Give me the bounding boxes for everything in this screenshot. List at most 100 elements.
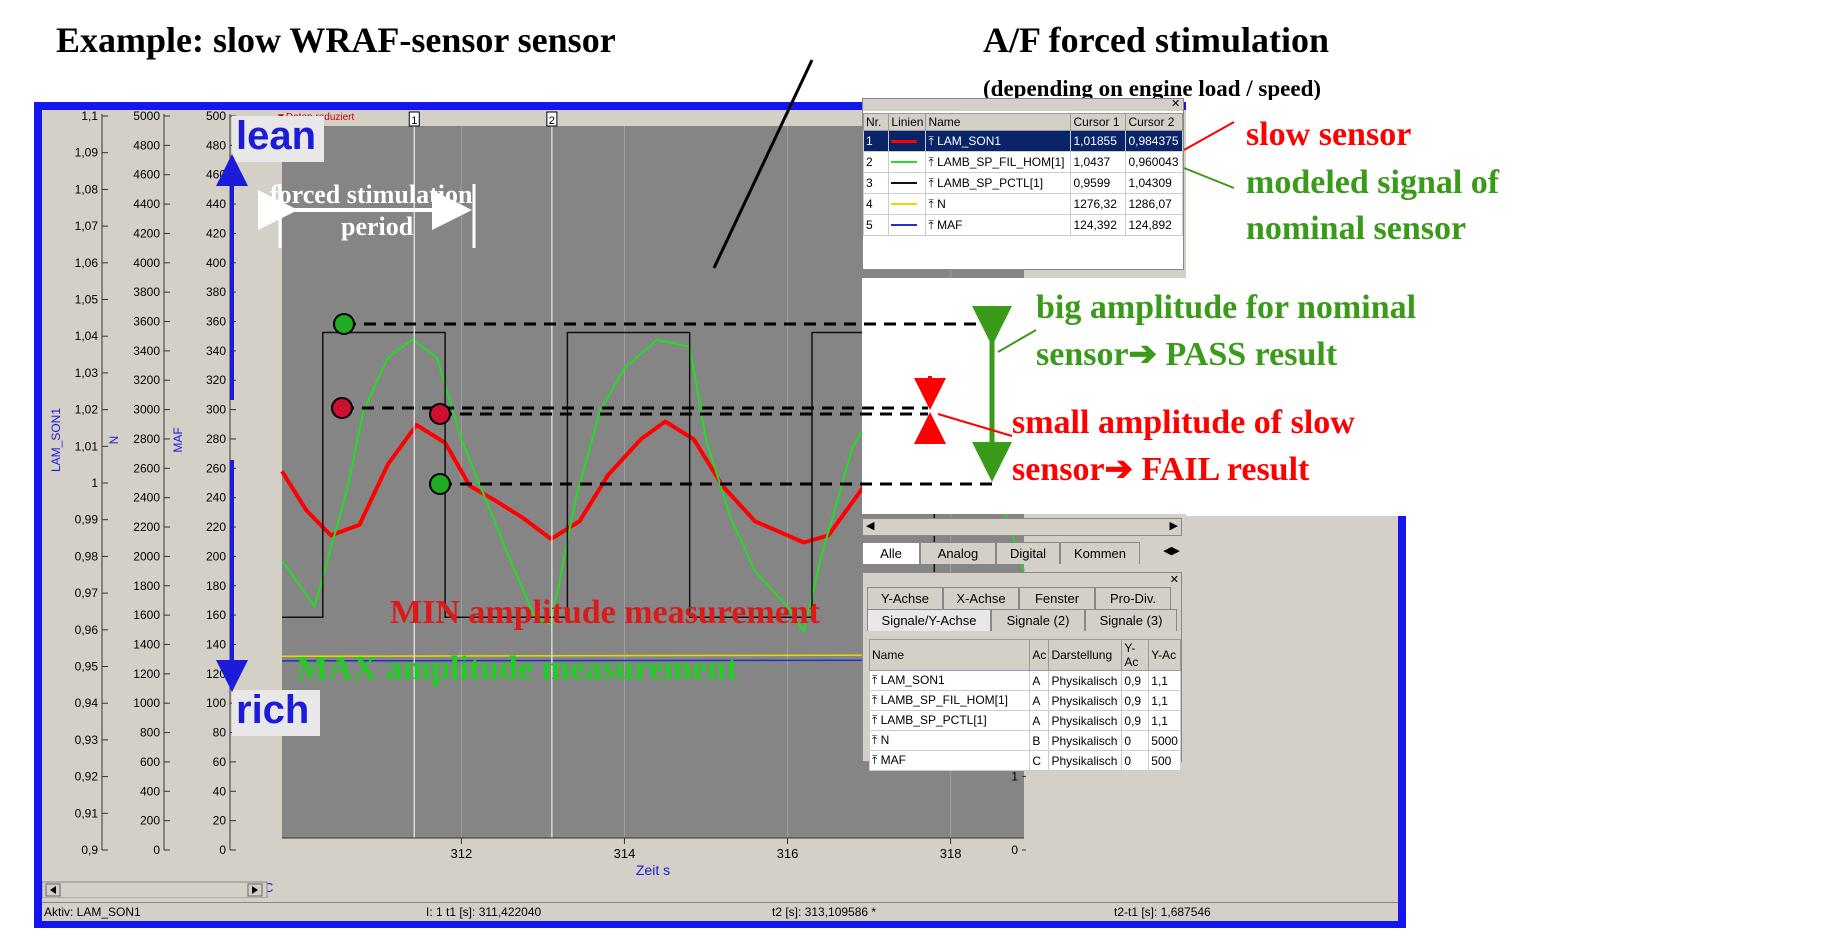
- axis-name: MAF: [171, 427, 185, 452]
- props-col-name[interactable]: Name: [868, 639, 1031, 671]
- signal-row[interactable]: 5 ⤒ MAF 124,392 124,892: [862, 214, 1183, 236]
- col-linien[interactable]: Linien: [888, 113, 927, 131]
- signal-cursor2-value: 0,960043: [1125, 151, 1183, 173]
- props-darstellung: Physikalisch: [1048, 710, 1123, 731]
- axis-tick-label: 2000: [133, 549, 160, 563]
- lean-label-text: lean: [236, 114, 317, 158]
- props-tab-signale-3-[interactable]: Signale (3): [1085, 609, 1177, 631]
- props-tab-x-achse[interactable]: X-Achse: [943, 587, 1019, 609]
- props-col-yac1[interactable]: Y-Ac: [1121, 639, 1150, 671]
- signal-tab-alle[interactable]: Alle: [862, 542, 920, 564]
- props-row[interactable]: ⤒ MAF C Physikalisch 0 500: [868, 750, 1181, 771]
- col-name[interactable]: Name: [925, 113, 1072, 131]
- props-header: Name Ac Darstellung Y-Ac Y-Ac: [868, 639, 1181, 671]
- close-icon[interactable]: ✕: [1169, 574, 1179, 586]
- col-nr[interactable]: Nr.: [862, 113, 890, 131]
- props-ymin: 0,9: [1121, 710, 1150, 731]
- props-row[interactable]: ⤒ N B Physikalisch 0 5000: [868, 730, 1181, 751]
- props-col-yac2[interactable]: Y-Ac: [1148, 639, 1181, 671]
- axis-tick-label: 1800: [133, 579, 160, 593]
- signal-line-swatch: [888, 193, 927, 215]
- tab-scroll-icon[interactable]: ◀▶: [1163, 545, 1180, 557]
- signal-nr: 5: [862, 214, 890, 236]
- props-tab-y-achse[interactable]: Y-Achse: [867, 587, 943, 609]
- scroll-right-icon[interactable]: ▶: [1169, 520, 1178, 532]
- col-cursor1[interactable]: Cursor 1: [1070, 113, 1127, 131]
- signal-tab-digital[interactable]: Digital: [996, 542, 1060, 564]
- y-axis-lam-son1: 1,1 1,09 1,08 1,07 1,06 1,05 1,04 1,03 1,02 1,01 1…: [49, 110, 108, 857]
- signal-line-swatch: [888, 151, 927, 173]
- properties-tabs-bottom: Signale/Y-Achse Signale (2) Signale (3): [867, 609, 1177, 631]
- axis-tick-label: 800: [140, 726, 160, 740]
- props-axis: A: [1029, 710, 1050, 731]
- y-axis-n: 5000480046004400420040003800360034003200…: [107, 110, 170, 857]
- props-name: ⤒ LAM_SON1: [868, 670, 1031, 691]
- props-row[interactable]: ⤒ LAMB_SP_FIL_HOM[1] A Physikalisch 0,9 1,1: [868, 690, 1181, 711]
- props-tab-pro-div-[interactable]: Pro-Div.: [1095, 587, 1171, 609]
- axis-tick-label: 400: [140, 784, 160, 798]
- signal-nr: 2: [862, 151, 890, 173]
- axis-tick-label: 220: [206, 520, 226, 534]
- axis-tick-label: 3600: [133, 315, 160, 329]
- axis-tick-label: 600: [140, 755, 160, 769]
- props-darstellung: Physikalisch: [1048, 690, 1123, 711]
- props-ymin: 0,9: [1121, 670, 1150, 691]
- signal-row[interactable]: 4 ⤒ N 1276,32 1286,07: [862, 193, 1183, 215]
- x-tick-label: 318: [940, 846, 962, 861]
- col-cursor2[interactable]: Cursor 2: [1125, 113, 1183, 131]
- signal-tab-kommen[interactable]: Kommen: [1060, 542, 1140, 564]
- axis-tick-label: 40: [213, 784, 227, 798]
- af-title: A/F forced stimulation: [983, 20, 1329, 60]
- signal-row[interactable]: 3 ⤒ LAMB_SP_PCTL[1] 0,9599 1,04309: [862, 172, 1183, 194]
- arrow-right-icon: [252, 886, 258, 894]
- nominal-sensor-label: nominal sensor: [1246, 210, 1467, 247]
- axis-tick-label: 60: [213, 755, 227, 769]
- line-swatch: [891, 182, 918, 184]
- scroll-left-icon[interactable]: ◀: [866, 520, 875, 532]
- signal-tab-analog[interactable]: Analog: [920, 542, 996, 564]
- props-row[interactable]: ⤒ LAMB_SP_PCTL[1] A Physikalisch 0,9 1,1: [868, 710, 1181, 731]
- status-bar: Aktiv: LAM_SON1 I: 1 t1 [s]: 311,422040 …: [42, 902, 1398, 921]
- props-ymin: 0,9: [1121, 690, 1150, 711]
- axis-tick-label: 140: [206, 637, 226, 651]
- signal-row[interactable]: 2 ⤒ LAMB_SP_FIL_HOM[1] 1,0437 0,960043: [862, 151, 1183, 173]
- props-tab-fenster[interactable]: Fenster: [1019, 587, 1095, 609]
- y-axes-area: [42, 120, 282, 860]
- props-tab-signale-2-[interactable]: Signale (2): [991, 609, 1085, 631]
- props-ymin: 0: [1121, 730, 1150, 751]
- arrow-left-icon: [50, 886, 56, 894]
- axis-tick-label: 200: [206, 549, 226, 563]
- axis-tick-label: 0,93: [75, 733, 99, 747]
- x-axis-label: Zeit s: [636, 862, 670, 878]
- props-row[interactable]: ⤒ LAM_SON1 A Physikalisch 0,9 1,1: [868, 670, 1181, 691]
- cursor-label-1: 1: [411, 115, 417, 127]
- axis-tick-label: 2200: [133, 520, 160, 534]
- axis-selector-c[interactable]: C: [264, 880, 273, 895]
- axis-tick-label: 0,91: [75, 806, 99, 820]
- axes-scrollbar[interactable]: [42, 881, 268, 898]
- axis-tick-label: 240: [206, 491, 226, 505]
- props-col-darstellung[interactable]: Darstellung: [1048, 639, 1123, 671]
- axis-tick-label: 0,9: [81, 843, 98, 857]
- axis-tick-label: 2600: [133, 461, 160, 475]
- signal-name: ⤒ LAMB_SP_PCTL[1]: [925, 172, 1072, 194]
- axis-tick-label: 3000: [133, 403, 160, 417]
- signal-nr: 1: [862, 130, 890, 152]
- axis-tick-label: 480: [206, 138, 226, 152]
- rich-label: [232, 690, 320, 736]
- line-swatch: [891, 139, 918, 143]
- close-icon[interactable]: ✕: [1171, 98, 1181, 110]
- props-axis: B: [1029, 730, 1050, 751]
- signal-list-panel: ✕ Nr. Linien Name Cursor 1 Cursor 2 1 ⤒ L…: [862, 98, 1184, 270]
- props-col-ac[interactable]: Ac: [1029, 639, 1050, 671]
- signal-cursor1-value: 0,9599: [1070, 172, 1127, 194]
- signal-name: ⤒ LAM_SON1: [925, 130, 1072, 152]
- signal-row[interactable]: 1 ⤒ LAM_SON1 1,01855 0,984375: [862, 130, 1183, 152]
- props-tab-signale-y-achse[interactable]: Signale/Y-Achse: [867, 609, 991, 631]
- signal-cursor2-value: 124,892: [1125, 214, 1183, 236]
- signal-table-scrollbar[interactable]: ◀ ▶: [862, 518, 1182, 536]
- right-axis-tick-label: 1: [1011, 769, 1018, 783]
- signal-panel-titlebar: [863, 99, 1183, 111]
- axis-tick-label: 100: [206, 696, 226, 710]
